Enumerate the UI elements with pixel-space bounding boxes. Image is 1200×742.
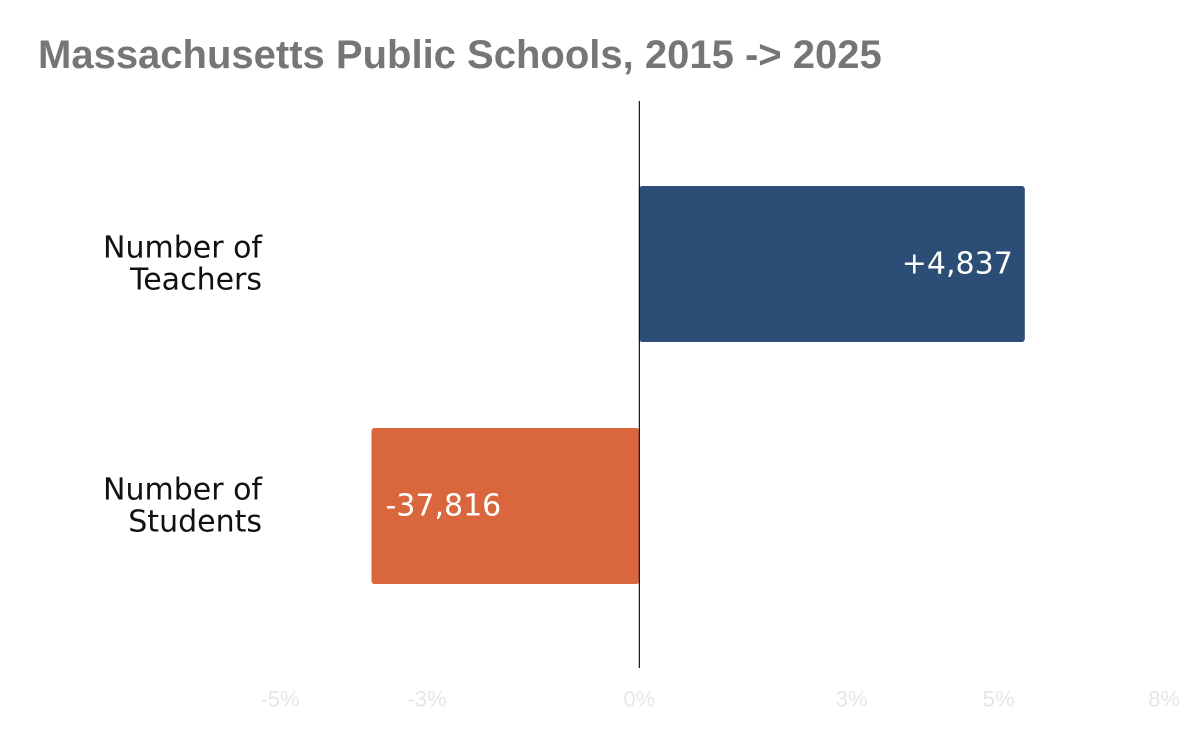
x-tick-label: -3% [407, 687, 446, 712]
category-label: Students [128, 505, 262, 540]
bar [639, 186, 1025, 342]
x-tick-label: 8% [1148, 687, 1180, 712]
bar [371, 428, 640, 584]
x-tick-label: 5% [983, 687, 1015, 712]
data-label: +4,837 [902, 247, 1013, 282]
chart-title: Massachusetts Public Schools, 2015 -> 20… [38, 33, 882, 77]
data-label: -37,816 [385, 489, 501, 524]
x-tick-label: 0% [623, 687, 655, 712]
x-tick-label: 3% [836, 687, 868, 712]
x-tick-label: -5% [260, 687, 299, 712]
category-label: Teachers [129, 263, 262, 298]
category-label: Number of [103, 231, 263, 266]
category-label: Number of [103, 473, 263, 508]
